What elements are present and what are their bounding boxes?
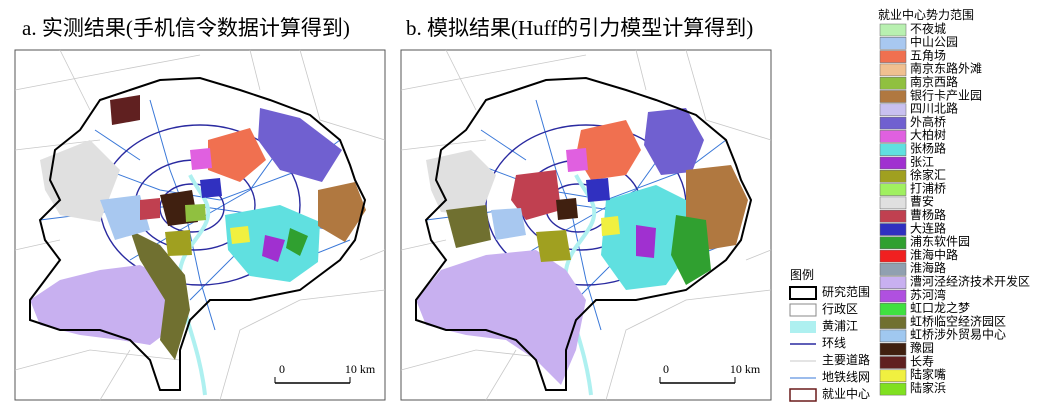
legend-symbol [789, 303, 817, 317]
legend-title: 图例 [790, 268, 814, 282]
legend-swatch [879, 303, 907, 316]
legend-swatch [879, 369, 907, 383]
legend-swatch [879, 23, 907, 37]
legend-symbol [789, 286, 817, 300]
legend-label: 环线 [822, 336, 846, 350]
influence-legend: 就业中心势力范围 不夜城中山公园五角场南京东路外滩南京西路银行卡产业园四川北路外… [878, 7, 1030, 396]
legend-swatch [879, 130, 907, 143]
legend-label: 曹安 [910, 194, 934, 209]
panel-title: b. 模拟结果(Huff的引力模型计算得到) [406, 16, 753, 40]
legend-label: 张杨路 [910, 140, 946, 155]
legend-swatch [879, 276, 907, 289]
legend-label: 南京东路外滩 [910, 61, 982, 76]
legend-swatch [879, 316, 907, 329]
legend-swatch [879, 342, 907, 356]
legend-symbol [790, 321, 816, 333]
legend-swatch [879, 196, 907, 210]
legend-swatch [879, 183, 907, 196]
legend-swatch [879, 209, 907, 223]
legend-label: 黄浦江 [822, 319, 858, 333]
influence-areas [30, 95, 366, 360]
legend-label: 打浦桥 [910, 181, 946, 195]
legend-label: 南京西路 [910, 74, 958, 89]
legend-swatch [879, 329, 907, 343]
legend-label: 淮海中路 [910, 247, 958, 262]
legend-label: 虹口龙之梦 [910, 301, 970, 315]
legend-symbol [789, 388, 817, 402]
legend-swatch [879, 63, 907, 77]
scale-label: 10 km [345, 362, 376, 376]
legend-swatch [879, 170, 907, 183]
legend-label: 浦东软件园 [910, 235, 970, 249]
legend-swatch [879, 382, 907, 396]
legend-swatch [879, 50, 907, 63]
legend-label: 陆家嘴 [910, 367, 946, 382]
legend-swatch [879, 289, 907, 303]
influence-areas [416, 108, 748, 385]
legend-label: 曹杨路 [910, 207, 946, 222]
legend-label: 漕河泾经济技术开发区 [910, 273, 1030, 288]
legend-swatch [879, 236, 907, 250]
legend-label: 徐家汇 [910, 167, 946, 182]
legend-label: 大柏树 [910, 127, 946, 142]
legend-label: 苏河湾 [910, 287, 946, 302]
legend-swatch [879, 103, 907, 117]
legend-label: 外高桥 [910, 114, 946, 129]
legend-label: 豫园 [910, 341, 934, 355]
legend-swatch [879, 37, 907, 50]
legend-label: 五角场 [910, 48, 946, 62]
legend-swatch [879, 356, 907, 369]
legend-swatch [879, 143, 907, 156]
map-panel-a: 0 10 km a. 实测结果(手机信令数据计算得到) [13, 16, 387, 402]
legend-label: 主要道路 [822, 352, 870, 367]
legend-label: 虹桥临空经济园区 [910, 313, 1006, 328]
scale-label: 0 [279, 362, 285, 376]
panel-title: a. 实测结果(手机信令数据计算得到) [22, 16, 350, 40]
legend-label: 中山公园 [910, 34, 958, 49]
legend-swatch [879, 76, 907, 90]
legend-swatch [879, 90, 907, 103]
legend-swatch [879, 263, 907, 276]
legend-label: 张江 [910, 155, 934, 169]
legend-title: 就业中心势力范围 [878, 7, 974, 22]
map-panel-b: 0 10 km b. 模拟结果(Huff的引力模型计算得到) [399, 16, 773, 402]
legend-label: 不夜城 [910, 21, 946, 36]
legend-swatch [879, 156, 907, 170]
scale-label: 10 km [730, 362, 761, 376]
legend-label: 银行卡产业园 [910, 88, 982, 102]
legend-label: 地铁线网 [822, 370, 870, 384]
legend-swatch [879, 249, 907, 263]
legend-label: 四川北路 [910, 101, 958, 116]
legend-label: 研究范围 [822, 284, 870, 299]
legend-swatch [879, 223, 907, 236]
legend-label: 大连路 [910, 220, 946, 235]
legend-label: 淮海路 [910, 260, 946, 275]
legend-label: 就业中心 [822, 386, 870, 401]
legend-swatch [879, 116, 907, 130]
legend-label: 陆家浜 [910, 380, 946, 395]
scale-label: 0 [663, 362, 669, 376]
legend-label: 长寿 [910, 354, 934, 368]
legend-label: 虹桥涉外贸易中心 [910, 327, 1006, 342]
legend-label: 行政区 [822, 302, 858, 316]
